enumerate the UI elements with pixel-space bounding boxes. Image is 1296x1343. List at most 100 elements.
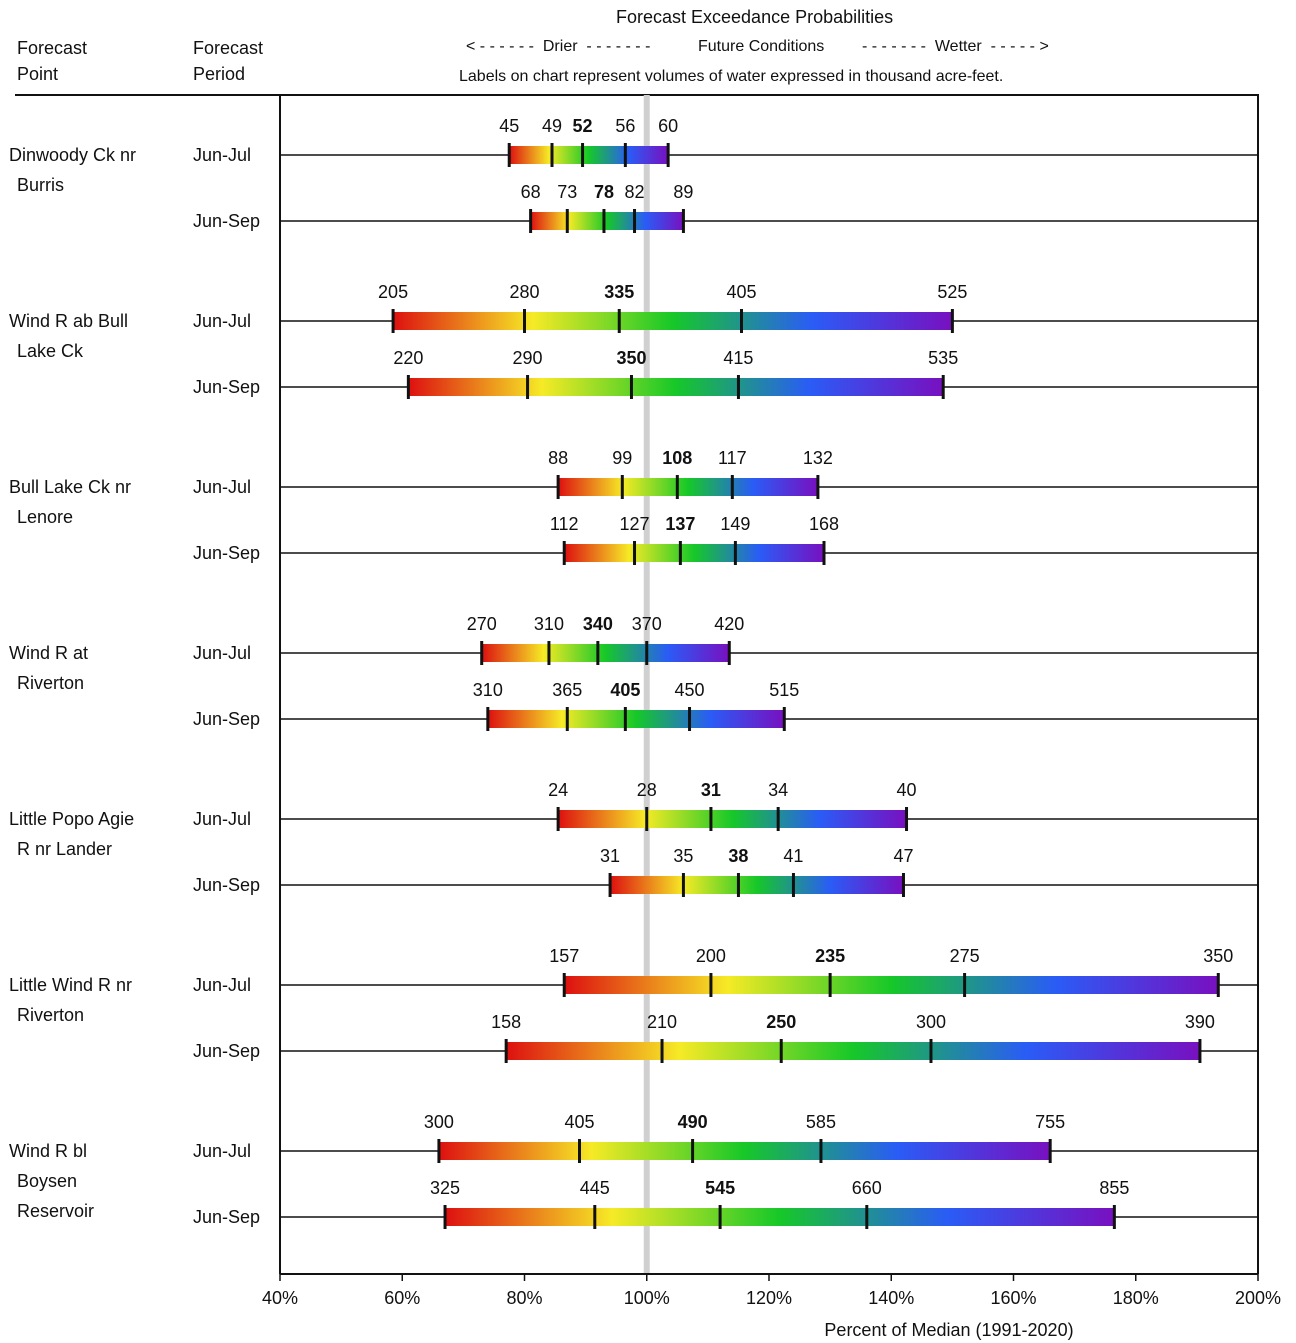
- forecast-point-name: Wind R bl: [9, 1141, 87, 1161]
- exceedance-range-bar: [408, 378, 944, 396]
- exceedance-value-label: 525: [937, 282, 967, 302]
- forecast-point-name: Burris: [17, 175, 64, 195]
- drier-label: < - - - - - - Drier - - - - - - -: [466, 38, 651, 55]
- forecast-period-label: Jun-Sep: [193, 377, 260, 397]
- rows-layer: Dinwoody Ck nr Burris Jun-Jul 45 49 52 5 6 60 Jun…: [9, 116, 1258, 1229]
- forecast-point-name: Wind R ab Bull: [9, 311, 128, 331]
- forecast-row: Jun-Jul 205 280 335 405 525: [193, 282, 1258, 333]
- exceedance-value-label: 420: [714, 614, 744, 634]
- exceedance-value-label: 660: [852, 1178, 882, 1198]
- forecast-period-label: Jun-Jul: [193, 1141, 251, 1161]
- exceedance-value-label: 310: [473, 680, 503, 700]
- x-tick-label: 60%: [384, 1288, 420, 1308]
- forecast-point-name: Little Wind R nr: [9, 975, 132, 995]
- exceedance-value-label: 168: [809, 514, 839, 534]
- x-tick-label: 200%: [1235, 1288, 1281, 1308]
- forecast-row: Jun-Jul 88 99 108 117 132: [193, 448, 1258, 499]
- exceedance-value-label: 205: [378, 282, 408, 302]
- exceedance-value-label: 24: [548, 780, 568, 800]
- forecast-period-label: Jun-Sep: [193, 875, 260, 895]
- forecast-period-label: Jun-Sep: [193, 1041, 260, 1061]
- exceedance-value-label: 117: [718, 448, 747, 468]
- exceedance-value-label: 45: [499, 116, 519, 136]
- x-axis-label: Percent of Median (1991-2020): [824, 1320, 1073, 1340]
- forecast-row: Jun-Sep 31 35 38 41 47: [193, 846, 1258, 897]
- exceedance-value-label: 149: [720, 514, 750, 534]
- forecast-period-header: Forecast Period: [193, 35, 263, 87]
- forecast-period-label: Jun-Sep: [193, 211, 260, 231]
- x-tick-label: 100%: [624, 1288, 670, 1308]
- exceedance-value-label: 270: [467, 614, 497, 634]
- forecast-point-group: Bull Lake Ck nr Lenore Jun-Jul 88 99 108 117 13…: [9, 448, 1258, 565]
- median-forecast-value-label: 545: [705, 1178, 735, 1198]
- exceedance-value-label: 855: [1099, 1178, 1129, 1198]
- exceedance-value-label: 88: [548, 448, 568, 468]
- exceedance-value-label: 585: [806, 1112, 836, 1132]
- forecast-period-label: Jun-Sep: [193, 543, 260, 563]
- exceedance-value-label: 290: [513, 348, 543, 368]
- median-forecast-value-label: 137: [665, 514, 695, 534]
- chart-note: Labels on chart represent volumes of wat…: [459, 68, 1004, 85]
- exceedance-range-bar: [506, 1042, 1200, 1060]
- exceedance-value-label: 56: [615, 116, 635, 136]
- exceedance-range-bar: [509, 146, 669, 164]
- forecast-point-name: Riverton: [17, 1005, 84, 1025]
- median-forecast-value-label: 38: [728, 846, 748, 866]
- median-forecast-value-label: 235: [815, 946, 845, 966]
- x-tick-label: 160%: [990, 1288, 1036, 1308]
- exceedance-value-label: 445: [580, 1178, 610, 1198]
- forecast-row: Jun-Sep 158 210 250 300 390: [193, 1012, 1258, 1063]
- exceedance-value-label: 300: [916, 1012, 946, 1032]
- exceedance-value-label: 82: [625, 182, 645, 202]
- exceedance-value-label: 415: [723, 348, 753, 368]
- forecast-period-header-line2: Period: [193, 64, 246, 84]
- axes-layer: 40% 60% 80% 100% 120% 140% 160% 180% 200% Percent…: [262, 95, 1281, 1340]
- exceedance-value-label: 89: [673, 182, 693, 202]
- forecast-point-group: Little Wind R nr Riverton Jun-Jul 157 200 235…: [9, 946, 1258, 1063]
- exceedance-value-label: 300: [424, 1112, 454, 1132]
- forecast-point-name: Lenore: [17, 507, 73, 527]
- forecast-point-name: Little Popo Agie: [9, 809, 134, 829]
- forecast-row: Jun-Sep 220 290 350 415 535: [193, 348, 1258, 399]
- forecast-point-group: Little Popo Agie R nr Lander Jun-Jul 24 28 31…: [9, 780, 1258, 897]
- exceedance-value-label: 310: [534, 614, 564, 634]
- exceedance-range-bar: [445, 1208, 1115, 1226]
- forecast-point-name: Lake Ck: [17, 341, 84, 361]
- x-tick-label: 80%: [506, 1288, 542, 1308]
- exceedance-range-bar: [610, 876, 904, 894]
- forecast-point-group: Wind R ab Bull Lake Ck Jun-Jul 205 280 335 405…: [9, 282, 1258, 399]
- median-forecast-value-label: 405: [610, 680, 640, 700]
- exceedance-value-label: 49: [542, 116, 562, 136]
- exceedance-value-label: 158: [491, 1012, 521, 1032]
- forecast-period-label: Jun-Jul: [193, 145, 251, 165]
- exceedance-value-label: 112: [550, 514, 579, 534]
- forecast-point-name: Dinwoody Ck nr: [9, 145, 136, 165]
- forecast-period-label: Jun-Jul: [193, 809, 251, 829]
- forecast-row: Jun-Jul 157 200 235 275 350: [193, 946, 1258, 997]
- exceedance-value-label: 325: [430, 1178, 460, 1198]
- forecast-row: Jun-Jul 300 405 490 585 755: [193, 1112, 1258, 1163]
- forecast-row: Jun-Jul 24 28 31 34 40: [193, 780, 1258, 831]
- exceedance-value-label: 47: [893, 846, 913, 866]
- exceedance-value-label: 157: [549, 946, 579, 966]
- exceedance-value-label: 390: [1185, 1012, 1215, 1032]
- forecast-period-label: Jun-Jul: [193, 311, 251, 331]
- forecast-point-header: Forecast Point: [17, 35, 87, 87]
- exceedance-range-bar: [481, 644, 730, 662]
- header-divider: [15, 94, 1259, 96]
- median-forecast-value-label: 350: [616, 348, 646, 368]
- forecast-period-label: Jun-Jul: [193, 477, 251, 497]
- exceedance-value-label: 350: [1203, 946, 1233, 966]
- exceedance-value-label: 405: [726, 282, 756, 302]
- exceedance-range-bar: [558, 810, 907, 828]
- x-tick-label: 180%: [1113, 1288, 1159, 1308]
- exceedance-value-label: 200: [696, 946, 726, 966]
- forecast-point-name: R nr Lander: [17, 839, 112, 859]
- exceedance-range-bar: [438, 1142, 1051, 1160]
- exceedance-value-label: 210: [647, 1012, 677, 1032]
- forecast-row: Jun-Jul 270 310 340 370 420: [193, 614, 1258, 665]
- forecast-point-group: Wind R bl Boysen Reservoir Jun-Jul 300 405 490…: [9, 1112, 1258, 1229]
- exceedance-value-label: 450: [675, 680, 705, 700]
- forecast-point-header-line1: Forecast: [17, 38, 88, 58]
